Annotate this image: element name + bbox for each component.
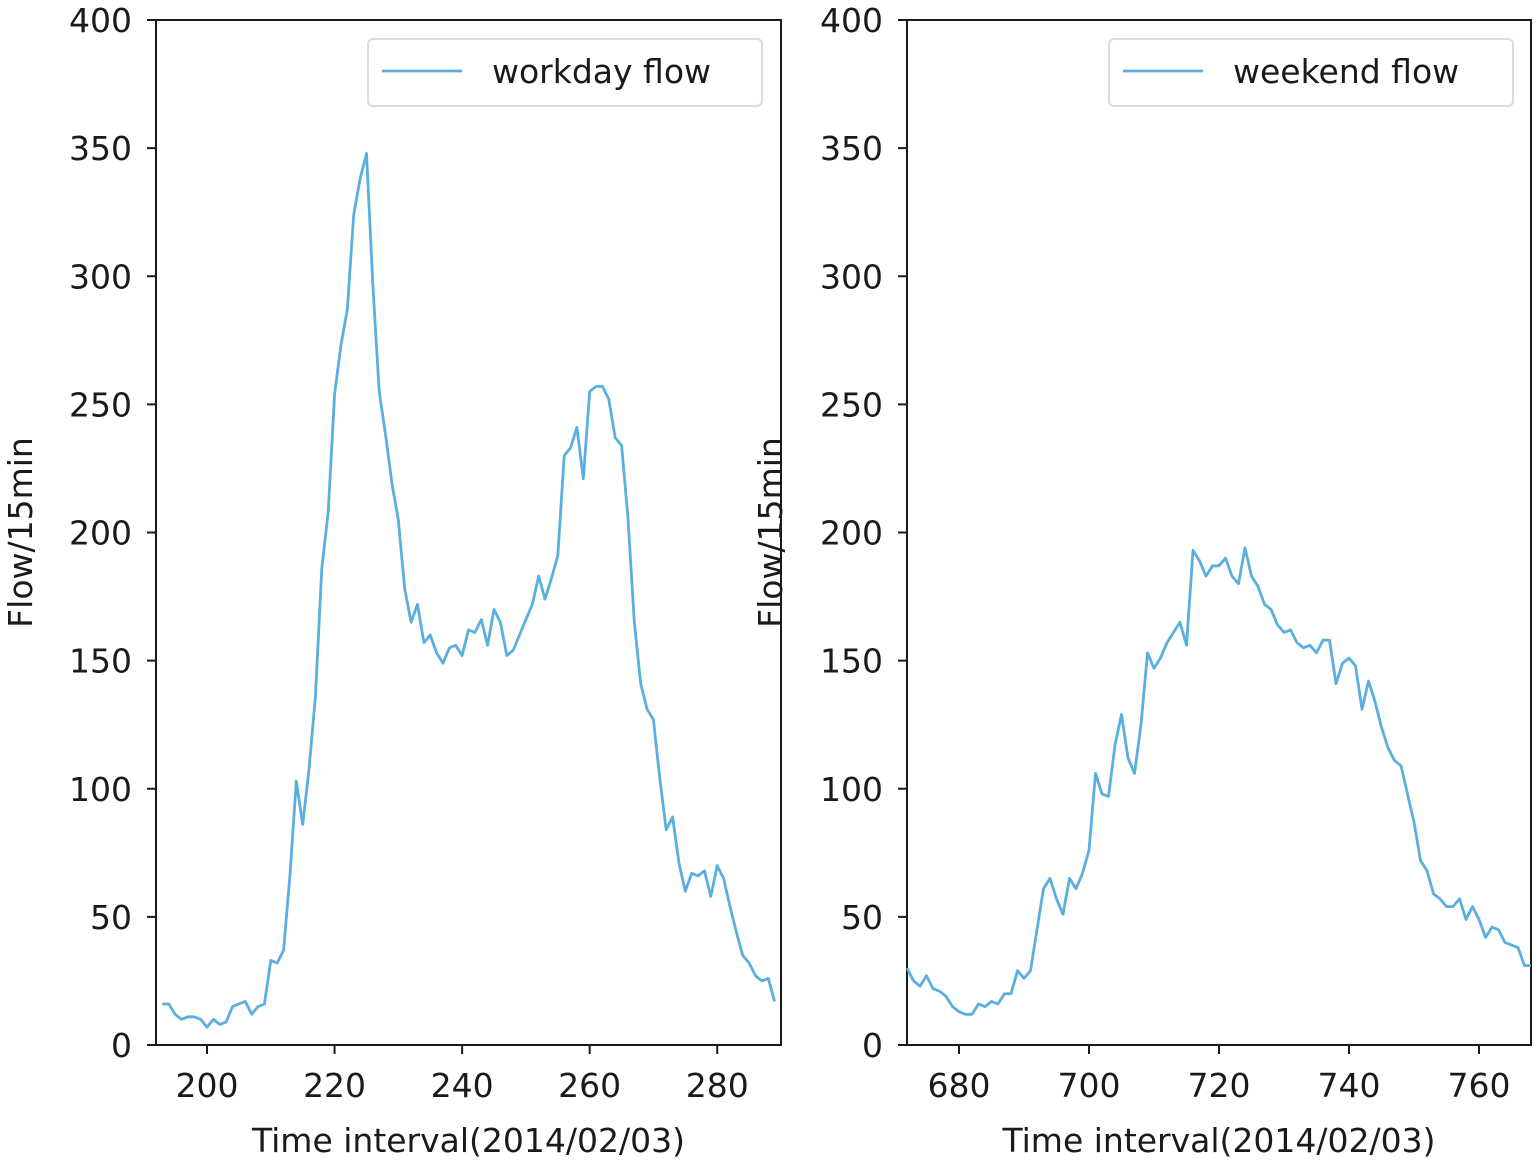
y-tick-label: 300 — [820, 257, 883, 296]
y-tick-label: 150 — [820, 642, 883, 681]
y-tick-label: 200 — [69, 514, 132, 553]
legend-label: workday flow — [492, 52, 711, 91]
x-axis-label: Time interval(2014/02/03) — [1001, 1121, 1435, 1160]
legend-label: weekend flow — [1233, 52, 1459, 91]
plot-frame — [155, 19, 782, 1046]
legend: weekend flow — [1108, 38, 1514, 107]
y-tick-label: 250 — [820, 385, 883, 424]
y-tick-label: 250 — [69, 385, 132, 424]
y-tick-label: 100 — [69, 770, 132, 809]
y-tick-label: 0 — [111, 1026, 132, 1065]
chart-panel-2: 0 50 100 150 200 250 300 350 400 680 700 720 740 760 T… — [751, 1, 1532, 1160]
x-tick-label: 680 — [928, 1066, 991, 1105]
y-tick-label: 300 — [69, 257, 132, 296]
y-tick-label: 400 — [820, 1, 883, 40]
y-tick-label: 400 — [69, 1, 132, 40]
y-tick-label: 350 — [820, 129, 883, 168]
x-tick-label: 280 — [686, 1066, 749, 1105]
x-tick-label: 200 — [176, 1066, 239, 1105]
y-tick-label: 200 — [820, 514, 883, 553]
y-tick-label: 350 — [69, 129, 132, 168]
y-tick-label: 50 — [841, 898, 883, 937]
legend-box — [367, 38, 763, 107]
series-line-1 — [162, 151, 776, 1029]
x-tick-label: 760 — [1448, 1066, 1511, 1105]
x-tick-label: 740 — [1318, 1066, 1381, 1105]
y-axis-label: Flow/15min — [1, 437, 40, 628]
x-tick-label: 700 — [1058, 1066, 1121, 1105]
plot-frame — [906, 19, 1532, 1046]
legend: workday flow — [367, 38, 763, 107]
y-tick-label: 100 — [820, 770, 883, 809]
y-axis-label: Flow/15min — [751, 437, 790, 628]
x-tick-label: 260 — [558, 1066, 621, 1105]
x-tick-label: 720 — [1188, 1066, 1251, 1105]
legend-box — [1108, 38, 1514, 107]
x-tick-label: 240 — [431, 1066, 494, 1105]
y-tick-label: 0 — [862, 1026, 883, 1065]
y-tick-label: 150 — [69, 642, 132, 681]
chart-panel-1: 0 50 100 150 200 250 300 350 400 200 220 240 260 280T… — [1, 1, 782, 1160]
y-tick-label: 50 — [90, 898, 132, 937]
series-line-1 — [905, 546, 1531, 1016]
x-axis-label: Time interval(2014/02/03) — [251, 1121, 685, 1160]
x-tick-label: 220 — [303, 1066, 366, 1105]
